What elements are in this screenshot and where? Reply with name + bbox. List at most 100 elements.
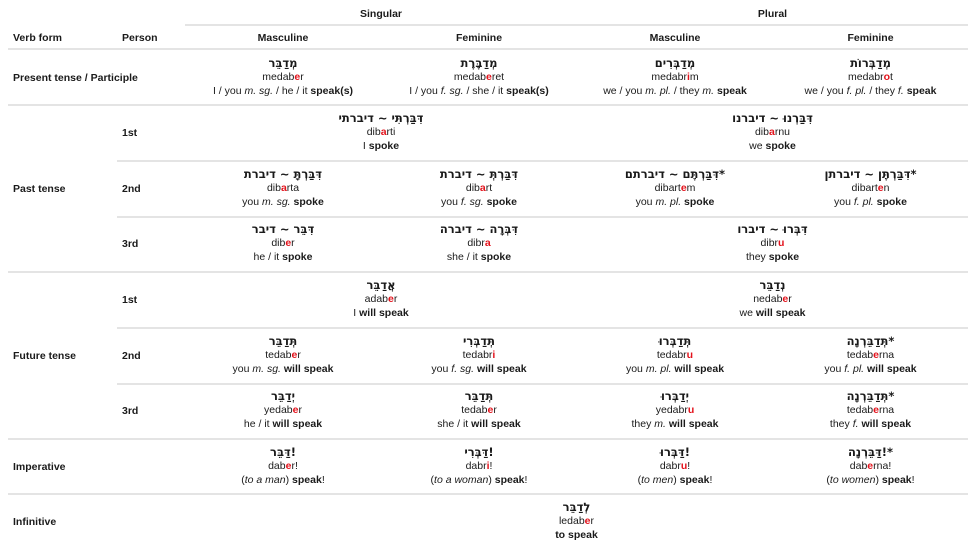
transliteration: dibarta bbox=[266, 182, 300, 194]
transliteration: dibarnu bbox=[754, 126, 791, 138]
row-label-imperative: Imperative bbox=[13, 461, 66, 473]
subrow-divider-past-2 bbox=[117, 216, 968, 218]
cell-imperative-pl-m: !דַּבְּרוּ dabru! (to men) speak! bbox=[577, 445, 773, 487]
cell-past-2-sg-f: דִּבַּרְתְּ ~ דיברת dibart you f. sg. sp… bbox=[381, 167, 577, 209]
column-header-sg-masculine: Masculine bbox=[257, 32, 309, 44]
transliteration: ledaber bbox=[558, 515, 595, 527]
header-bottom-divider bbox=[8, 48, 968, 50]
hebrew-form: דִּבַּרְתָּ ~ דיברת bbox=[243, 167, 323, 181]
cell-future-2-pl-f: *תְּדַבֵּרְנָה tedaberna you f. pl. will… bbox=[773, 334, 968, 376]
cell-future-2-sg-f: תְּדַבְּרִי tedabri you f. sg. will spea… bbox=[381, 334, 577, 376]
cell-future-3-sg-m: יְדַבֵּר yedaber he / it will speak bbox=[185, 389, 381, 431]
hebrew-form: מְדַבְּרִים bbox=[654, 56, 696, 70]
transliteration: medaberet bbox=[453, 71, 505, 83]
row-label-present: Present tense / Participle bbox=[13, 72, 138, 84]
transliteration: tedabri bbox=[462, 349, 496, 361]
cell-past-3-sg-m: דִּבֵּר ~ דיבר diber he / it spoke bbox=[185, 222, 381, 264]
hebrew-form: יְדַבֵּר bbox=[270, 389, 296, 403]
cell-future-3-pl-f: *תְּדַבֵּרְנָה tedaberna they f. will sp… bbox=[773, 389, 968, 431]
gloss: you m. sg. will speak bbox=[232, 363, 334, 375]
gloss: I spoke bbox=[362, 140, 400, 152]
cell-future-2-sg-m: תְּדַבֵּר tedaber you m. sg. will speak bbox=[185, 334, 381, 376]
row-divider-future bbox=[8, 438, 968, 440]
cell-present-pl-m: מְדַבְּרִים medabrim we / you m. pl. / t… bbox=[577, 56, 773, 98]
hebrew-form: לְדַבֵּר bbox=[562, 500, 591, 514]
row-label-past: Past tense bbox=[13, 183, 66, 195]
subrow-divider-future-2 bbox=[117, 383, 968, 385]
column-header-verb-form: Verb form bbox=[13, 32, 63, 44]
gloss: they spoke bbox=[745, 251, 800, 263]
transliteration: dabru! bbox=[659, 460, 691, 472]
transliteration: yedabru bbox=[655, 404, 695, 416]
transliteration: dibru bbox=[760, 237, 785, 249]
transliteration: diber bbox=[271, 237, 295, 249]
column-header-pl-feminine: Feminine bbox=[847, 32, 894, 44]
cell-past-2-pl-m: *דִּבַּרְתֶּם ~ דיברתם dibartem you m. p… bbox=[577, 167, 773, 209]
transliteration: dibarti bbox=[366, 126, 396, 138]
hebrew-form: תְּדַבְּרִי bbox=[463, 334, 495, 348]
cell-future-1-sg: אֲדַבֵּר adaber I will speak bbox=[185, 278, 577, 320]
hebrew-form: תְּדַבֵּר bbox=[268, 334, 298, 348]
transliteration: dabri! bbox=[465, 460, 493, 472]
gloss: you m. pl. will speak bbox=[625, 363, 725, 375]
transliteration: medaber bbox=[262, 71, 304, 83]
cell-infinitive: לְדַבֵּר ledaber to speak bbox=[185, 500, 968, 542]
row-label-future: Future tense bbox=[13, 350, 77, 362]
hebrew-form: נְדַבֵּר bbox=[759, 278, 786, 292]
gloss: (to a man) speak! bbox=[241, 474, 325, 486]
transliteration: daberna! bbox=[849, 460, 892, 472]
cell-imperative-sg-m: !דַּבֵּר daber! (to a man) speak! bbox=[185, 445, 381, 487]
cell-past-2-pl-f: *דִּבַּרְתֶּן ~ דיברתן dibarten you f. p… bbox=[773, 167, 968, 209]
transliteration: adaber bbox=[364, 293, 398, 305]
hebrew-form: תְּדַבֵּר bbox=[464, 389, 494, 403]
hebrew-form: דִּבְּרָה ~ דיברה bbox=[439, 222, 519, 236]
verb-conjugation-table: Singular Plural Verb form Person Masculi… bbox=[8, 0, 968, 556]
cell-past-1-pl: דִּבַּרְנוּ ~ דיברנו dibarnu we spoke bbox=[577, 111, 968, 153]
gloss: we / you f. pl. / they f. speak bbox=[804, 85, 937, 97]
transliteration: medabrot bbox=[848, 71, 893, 83]
gloss: you f. pl. will speak bbox=[824, 363, 917, 375]
transliteration: dibartem bbox=[654, 182, 696, 194]
cell-present-sg-m: מְדַבֵּר medaber I / you m. sg. / he / i… bbox=[185, 56, 381, 98]
gloss: I / you m. sg. / he / it speak(s) bbox=[212, 85, 354, 97]
hebrew-form: דִּבַּרְתְּ ~ דיברת bbox=[439, 167, 519, 181]
gloss: (to a woman) speak! bbox=[430, 474, 528, 486]
person-label-past-2: 2nd bbox=[122, 183, 141, 195]
header-group-divider bbox=[185, 24, 968, 26]
hebrew-form: *דִּבַּרְתֶּם ~ דיברתם bbox=[624, 167, 726, 181]
transliteration: daber! bbox=[268, 460, 298, 472]
gloss: they f. will speak bbox=[829, 418, 912, 430]
cell-imperative-sg-f: !דַּבְּרִי dabri! (to a woman) speak! bbox=[381, 445, 577, 487]
hebrew-form: מְדַבְּרוֹת bbox=[850, 56, 891, 70]
gloss: you f. sg. spoke bbox=[441, 196, 517, 208]
transliteration: dibarten bbox=[851, 182, 890, 194]
hebrew-form: מְדַבֵּר bbox=[268, 56, 298, 70]
cell-imperative-pl-f: *!דַּבֵּרְנָה daberna! (to women) speak! bbox=[773, 445, 968, 487]
gloss: I will speak bbox=[353, 307, 409, 319]
hebrew-form: *!דַּבֵּרְנָה bbox=[847, 445, 894, 459]
transliteration: medabrim bbox=[651, 71, 699, 83]
hebrew-form: יְדַבְּרוּ bbox=[660, 389, 690, 403]
person-label-future-3: 3rd bbox=[122, 405, 139, 417]
gloss: they m. will speak bbox=[631, 418, 719, 430]
group-header-plural: Plural bbox=[757, 8, 788, 20]
column-header-sg-feminine: Feminine bbox=[455, 32, 503, 44]
row-label-infinitive: Infinitive bbox=[13, 516, 57, 528]
hebrew-form: *דִּבַּרְתֶּן ~ דיברתן bbox=[824, 167, 917, 181]
column-header-pl-masculine: Masculine bbox=[649, 32, 701, 44]
gloss: you m. pl. spoke bbox=[635, 196, 715, 208]
cell-present-sg-f: מְדַבֶּרֶת medaberet I / you f. sg. / sh… bbox=[381, 56, 577, 98]
row-divider-present bbox=[8, 104, 968, 106]
cell-future-3-pl-m: יְדַבְּרוּ yedabru they m. will speak bbox=[577, 389, 773, 431]
gloss: he / it spoke bbox=[253, 251, 313, 263]
cell-past-1-sg: דִּבַּרְתִּי ~ דיברתי dibarti I spoke bbox=[185, 111, 577, 153]
cell-future-2-pl-m: תְּדַבְּרוּ tedabru you m. pl. will spea… bbox=[577, 334, 773, 376]
hebrew-form: דִּבַּרְתִּי ~ דיברתי bbox=[338, 111, 424, 125]
gloss: she / it spoke bbox=[446, 251, 512, 263]
hebrew-form: מְדַבֶּרֶת bbox=[460, 56, 498, 70]
subrow-divider-past-1 bbox=[117, 160, 968, 162]
hebrew-form: דִּבֵּר ~ דיבר bbox=[251, 222, 315, 236]
hebrew-form: תְּדַבְּרוּ bbox=[658, 334, 692, 348]
transliteration: tedaberna bbox=[846, 349, 895, 361]
transliteration: dibra bbox=[467, 237, 491, 249]
